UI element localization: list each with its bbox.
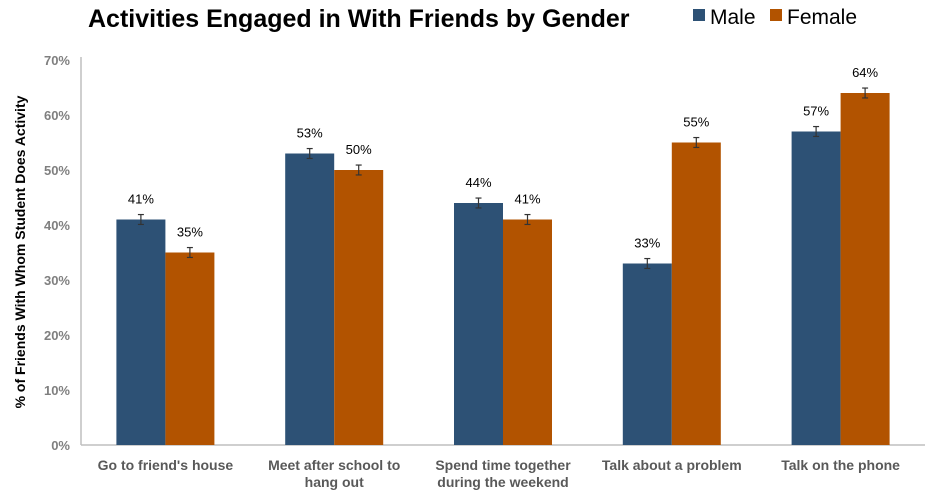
y-tick-label: 60% (44, 108, 70, 123)
bar-female (840, 93, 890, 445)
data-label: 44% (465, 175, 491, 190)
bar-female (503, 219, 552, 445)
y-tick-label: 20% (44, 328, 70, 343)
y-tick-label: 40% (44, 218, 70, 233)
data-label: 64% (852, 65, 878, 80)
x-tick-label: hang out (305, 474, 364, 490)
legend-swatch-male (693, 9, 705, 21)
bar-female (334, 170, 384, 445)
x-tick-label: Talk about a problem (602, 457, 742, 473)
chart-title: Activities Engaged in With Friends by Ge… (88, 5, 630, 33)
legend-label-male: Male (710, 6, 756, 29)
legend-swatch-female (770, 9, 782, 21)
y-tick-label: 0% (51, 438, 70, 453)
bar-female (165, 252, 215, 445)
data-label: 41% (128, 192, 154, 207)
data-label: 57% (803, 104, 829, 119)
bar-male (622, 263, 672, 445)
data-label: 53% (297, 126, 323, 141)
bar-male (791, 131, 841, 445)
bar-male (454, 203, 503, 445)
y-axis-label: % of Friends With Whom Student Does Acti… (12, 95, 28, 408)
y-tick-label: 70% (44, 53, 70, 68)
data-label: 35% (177, 225, 203, 240)
x-tick-label: Spend time together (435, 457, 571, 473)
x-tick-label: during the weekend (437, 474, 568, 490)
legend-label-female: Female (787, 6, 857, 29)
y-tick-label: 30% (44, 273, 70, 288)
data-label: 55% (683, 115, 709, 130)
data-label: 41% (514, 192, 540, 207)
y-tick-label: 50% (44, 163, 70, 178)
bar-male (285, 153, 335, 445)
bar-male (116, 219, 166, 445)
bar-female (671, 142, 721, 445)
data-label: 33% (634, 236, 660, 251)
y-tick-label: 10% (44, 383, 70, 398)
x-tick-label: Talk on the phone (781, 457, 900, 473)
x-tick-label: Meet after school to (268, 457, 400, 473)
data-label: 50% (346, 142, 372, 157)
x-tick-label: Go to friend's house (98, 457, 234, 473)
